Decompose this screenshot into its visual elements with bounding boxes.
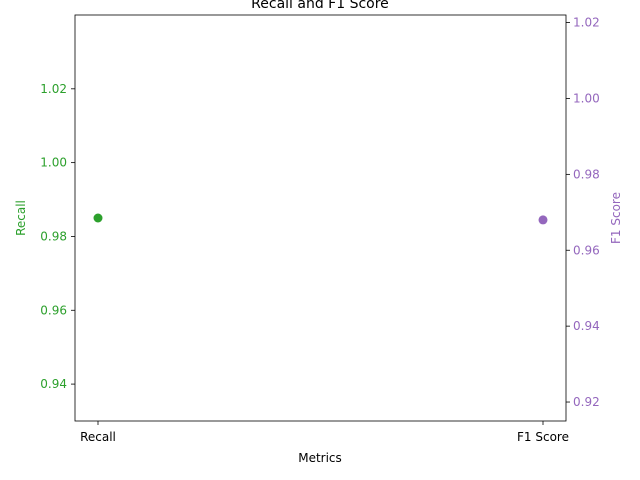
- x-axis: Recall F1 Score: [80, 421, 569, 444]
- right-tick-label: 0.96: [573, 243, 600, 257]
- data-point-f1-score: [538, 215, 548, 225]
- left-tick-label: 0.98: [40, 229, 67, 243]
- left-y-axis-label: Recall: [14, 200, 28, 236]
- x-tick-label: F1 Score: [517, 430, 569, 444]
- right-tick-label: 1.00: [573, 91, 600, 105]
- right-tick-label: 1.02: [573, 16, 600, 30]
- left-tick-label: 1.00: [40, 156, 67, 170]
- right-tick-label: 0.92: [573, 395, 600, 409]
- left-tick-label: 0.96: [40, 303, 67, 317]
- left-y-axis: 0.94 0.96 0.98 1.00 1.02: [40, 82, 75, 391]
- x-axis-label: Metrics: [298, 451, 342, 465]
- left-tick-label: 0.94: [40, 377, 67, 391]
- right-y-axis: 0.92 0.94 0.96 0.98 1.00 1.02: [566, 16, 600, 409]
- x-tick-label: Recall: [80, 430, 116, 444]
- data-points: [93, 213, 548, 225]
- left-tick-label: 1.02: [40, 82, 67, 96]
- right-tick-label: 0.94: [573, 319, 600, 333]
- data-point-recall: [93, 213, 103, 223]
- right-y-axis-label: F1 Score: [609, 192, 623, 244]
- chart-title: Recall and F1 Score: [251, 0, 389, 12]
- plot-area-frame: [74, 14, 567, 422]
- right-tick-label: 0.98: [573, 167, 600, 181]
